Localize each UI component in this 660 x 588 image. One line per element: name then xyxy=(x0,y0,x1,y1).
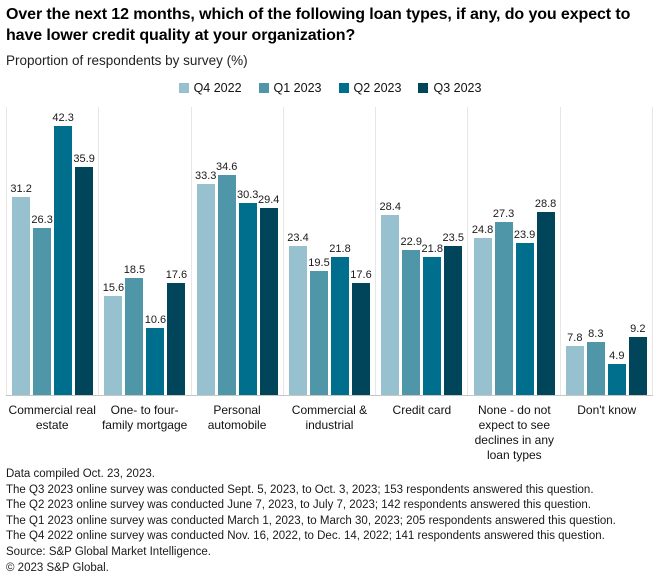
bar-value-label: 17.6 xyxy=(350,269,372,282)
bar-value-label: 31.2 xyxy=(10,182,32,195)
footnote-line: The Q4 2022 online survey was conducted … xyxy=(6,530,605,543)
legend-swatch-icon xyxy=(178,83,189,93)
category-label: Commercial real estate xyxy=(8,403,96,432)
bar-q2-2023: 10.6 xyxy=(145,314,166,395)
bar-q2-2023: 42.3 xyxy=(52,112,74,395)
bar-value-label: 30.3 xyxy=(236,188,259,201)
bar-q2-2023: 21.8 xyxy=(329,243,351,395)
legend-label: Q3 2023 xyxy=(433,81,482,95)
bar-value-label: 28.4 xyxy=(379,200,401,213)
bar-value-label: 21.8 xyxy=(329,242,351,255)
bar-q4-2022: 24.8 xyxy=(472,224,493,395)
bar-value-label: 18.5 xyxy=(123,263,146,276)
bar-value-label: 4.9 xyxy=(609,349,625,362)
bar-q1-2023: 8.3 xyxy=(586,328,605,395)
bar-value-label: 19.5 xyxy=(308,257,330,270)
footnote-line: The Q2 2023 online survey was conducted … xyxy=(6,499,591,512)
bar-q2-2023: 4.9 xyxy=(607,350,626,395)
footnote-line: Source: S&P Global Market Intelligence. xyxy=(6,545,211,558)
category-label-row: Commercial real estate One- to four-famil… xyxy=(6,397,653,463)
category-label: Commercial & industrial xyxy=(291,403,368,432)
bar-q1-2023: 27.3 xyxy=(493,208,514,395)
bar-value-label: 23.4 xyxy=(287,232,309,245)
bar-value-label: 33.3 xyxy=(194,169,217,182)
bar-value-label: 42.3 xyxy=(52,112,74,125)
bar-q2-2023: 21.8 xyxy=(422,243,443,395)
bar-q1-2023: 26.3 xyxy=(31,214,53,395)
bar-q4-2022: 33.3 xyxy=(195,170,216,395)
bar-q4-2022: 28.4 xyxy=(380,201,401,395)
footnotes: Data compiled Oct. 23, 2023. The Q3 2023… xyxy=(6,467,654,576)
footnote-line: The Q1 2023 online survey was conducted … xyxy=(6,514,616,527)
bar-value-label: 24.8 xyxy=(471,223,494,236)
bar-value-label: 7.8 xyxy=(567,331,583,344)
bar-q4-2022: 23.4 xyxy=(287,232,309,395)
bar-group: 33.3 34.6 30.3 29.4 xyxy=(190,107,283,395)
legend-item-q2-2023: Q2 2023 xyxy=(338,81,402,95)
bar-q2-2023: 23.9 xyxy=(514,229,535,395)
footnote-line: © 2023 S&P Global. xyxy=(6,561,109,574)
legend-swatch-icon xyxy=(418,83,429,93)
legend-item-q1-2023: Q1 2023 xyxy=(258,81,322,95)
bar-q3-2023: 17.6 xyxy=(350,269,372,395)
legend-swatch-icon xyxy=(338,83,349,93)
bar-value-label: 34.6 xyxy=(215,161,238,174)
bar-value-label: 17.6 xyxy=(165,269,188,282)
bar-q1-2023: 18.5 xyxy=(124,264,145,395)
bar-value-label: 21.8 xyxy=(421,242,443,255)
bar-value-label: 10.6 xyxy=(144,313,167,326)
bar-q3-2023: 17.6 xyxy=(166,269,187,395)
bar-value-label: 27.3 xyxy=(492,207,515,220)
bar-q2-2023: 30.3 xyxy=(237,189,258,395)
bar-group: 23.4 19.5 21.8 17.6 xyxy=(282,107,375,395)
chart-title: Over the next 12 months, which of the fo… xyxy=(6,6,631,44)
chart-subtitle: Proportion of respondents by survey (%) xyxy=(6,53,248,68)
footnote-line: Data compiled Oct. 23, 2023. xyxy=(6,468,155,480)
bar-group: 7.8 8.3 4.9 9.2 xyxy=(559,107,653,395)
category-label: Don't know xyxy=(577,403,637,417)
legend-label: Q1 2023 xyxy=(273,81,322,95)
bar-q1-2023: 19.5 xyxy=(308,257,330,395)
bar-group: 15.6 18.5 10.6 17.6 xyxy=(98,107,190,395)
bar-q4-2022: 31.2 xyxy=(10,183,32,395)
category-label: None - do not expect to see declines in … xyxy=(474,403,555,462)
bar-q4-2022: 15.6 xyxy=(103,282,124,395)
bar-value-label: 9.2 xyxy=(630,322,646,335)
bar-value-label: 35.9 xyxy=(73,153,95,165)
bar-value-label: 22.9 xyxy=(400,235,422,248)
bar-value-label: 29.4 xyxy=(257,194,280,207)
bar-q3-2023: 29.4 xyxy=(258,194,279,395)
bar-group: 24.8 27.3 23.9 28.8 xyxy=(467,107,559,395)
category-label: Credit card xyxy=(392,403,452,417)
bar-q1-2023: 34.6 xyxy=(216,161,237,395)
category-label: Personal automobile xyxy=(207,403,267,432)
bar-group: 28.4 22.9 21.8 23.5 xyxy=(375,107,467,395)
bar-q3-2023: 23.5 xyxy=(443,232,464,395)
bar-value-label: 23.5 xyxy=(442,231,464,244)
legend-item-q3-2023: Q3 2023 xyxy=(418,81,481,95)
bar-q3-2023: 28.8 xyxy=(535,198,556,395)
bar-q4-2022: 7.8 xyxy=(565,332,584,395)
legend-label: Q2 2023 xyxy=(353,81,402,95)
plot-area: 31.2 26.3 42.3 35.9 15.6 18.5 10.6 17.6 33.3 34.6… xyxy=(6,107,653,396)
bar-q3-2023: 9.2 xyxy=(628,323,647,395)
bar-value-label: 26.3 xyxy=(31,214,53,226)
bar-group: 31.2 26.3 42.3 35.9 xyxy=(6,107,98,395)
bar-value-label: 15.6 xyxy=(102,281,125,294)
bar-value-label: 23.9 xyxy=(513,229,536,242)
chart-legend: Q4 2022 Q1 2023 Q2 2023 Q3 2023 xyxy=(0,81,660,95)
legend-swatch-icon xyxy=(258,83,269,93)
bar-q3-2023: 35.9 xyxy=(73,153,95,395)
legend-item-q4-2022: Q4 2022 xyxy=(178,81,242,95)
bar-q1-2023: 22.9 xyxy=(401,236,422,395)
category-label: One- to four-family mortgage xyxy=(101,403,188,432)
legend-label: Q4 2022 xyxy=(193,81,242,95)
footnote-line: The Q3 2023 online survey was conducted … xyxy=(6,483,594,496)
bar-value-label: 28.8 xyxy=(534,198,557,211)
bar-value-label: 8.3 xyxy=(588,328,604,341)
